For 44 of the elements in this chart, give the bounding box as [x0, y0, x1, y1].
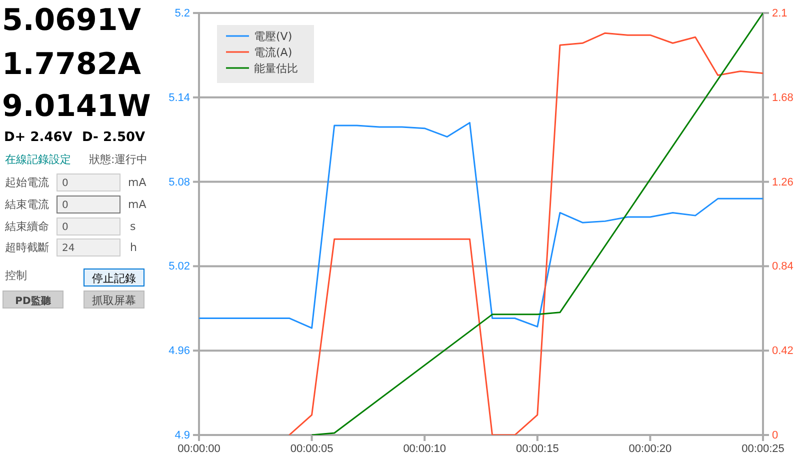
- text: 結束電流: [4, 198, 49, 211]
- text: 停止記錄: [92, 272, 136, 285]
- y2-tick-label: 1.26: [772, 176, 794, 188]
- y2-tick-label: 0: [772, 430, 778, 442]
- legend-label: 電壓(V): [254, 30, 292, 43]
- text: mA: [128, 198, 147, 211]
- text: 抓取屏幕: [92, 294, 136, 307]
- text: 24: [62, 243, 75, 254]
- text: 0: [62, 178, 68, 189]
- text: 控制: [5, 269, 27, 282]
- y-tick-label: 5.02: [168, 260, 190, 273]
- y-tick-label: 5.2: [174, 8, 190, 20]
- text: 9.0141W: [2, 89, 151, 124]
- legend-label: 能量估比: [254, 62, 298, 75]
- y-tick-label: 4.96: [168, 345, 190, 358]
- x-tick-label: 00:00:00: [178, 442, 220, 455]
- text: 在線記錄設定: [5, 153, 71, 166]
- x-tick-label: 00:00:15: [516, 442, 559, 455]
- text: 狀態:運行中: [89, 153, 148, 166]
- x-tick-label: 00:00:05: [290, 442, 334, 455]
- text: 超時截斷: [5, 241, 49, 254]
- y-tick-label: 5.08: [168, 176, 190, 188]
- text: s: [130, 220, 136, 233]
- text: h: [130, 241, 137, 254]
- y2-tick-label: 2.1: [772, 8, 788, 20]
- text: 起始電流: [5, 176, 49, 189]
- y2-tick-label: 0.84: [772, 260, 794, 273]
- legend-label: 電流(A): [254, 46, 292, 59]
- x-tick-label: 00:00:10: [403, 442, 446, 455]
- y-tick-label: 4.9: [174, 430, 190, 442]
- text: 5.0691V: [2, 3, 142, 38]
- x-tick-label: 00:00:20: [628, 442, 672, 455]
- text: D- 2.50V: [82, 130, 146, 145]
- x-tick-label: 00:00:25: [742, 442, 784, 455]
- text: 0: [62, 222, 68, 233]
- text: PD監聽: [15, 295, 52, 307]
- text: 結束續命: [4, 220, 49, 233]
- text: 1.7782A: [2, 47, 142, 82]
- text: mA: [128, 176, 147, 189]
- text: D+ 2.46V: [4, 130, 72, 145]
- y2-tick-label: 1.68: [772, 92, 794, 104]
- y2-tick-label: 0.42: [772, 345, 794, 358]
- y-tick-label: 5.14: [168, 92, 190, 104]
- text: 0: [62, 200, 68, 211]
